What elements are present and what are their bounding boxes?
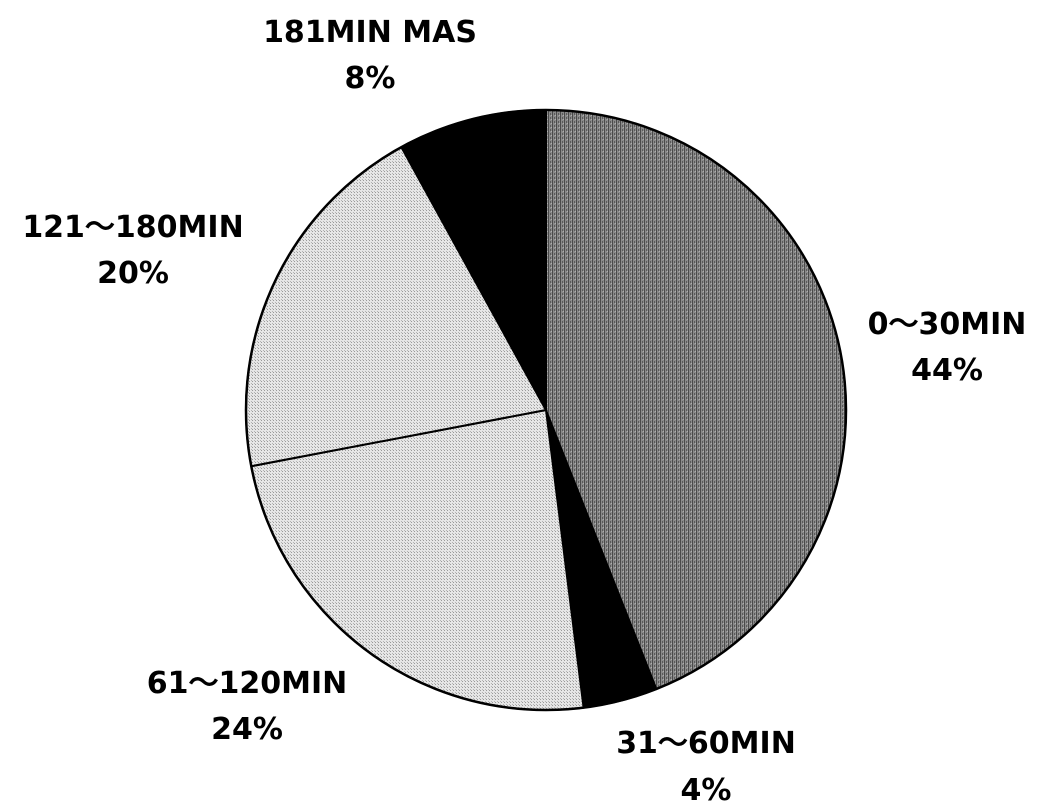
- slice-value-0-30min: 44%: [911, 353, 983, 388]
- slice-value-121-180min: 20%: [97, 256, 169, 291]
- slice-label-181min-mas: 181MIN MAS: [263, 15, 477, 50]
- slice-label-121-180min: 121〜180MIN: [22, 210, 243, 245]
- slice-value-181min-mas: 8%: [345, 61, 396, 96]
- pie-slices: [244, 108, 847, 711]
- slice-label-0-30min: 0〜30MIN: [868, 307, 1027, 342]
- slice-label-31-60min: 31〜60MIN: [616, 726, 796, 761]
- slice-value-61-120min: 24%: [211, 712, 283, 747]
- slice-label-61-120min: 61〜120MIN: [147, 666, 348, 701]
- pie-outline: [244, 108, 848, 712]
- slice-value-31-60min: 4%: [681, 773, 732, 808]
